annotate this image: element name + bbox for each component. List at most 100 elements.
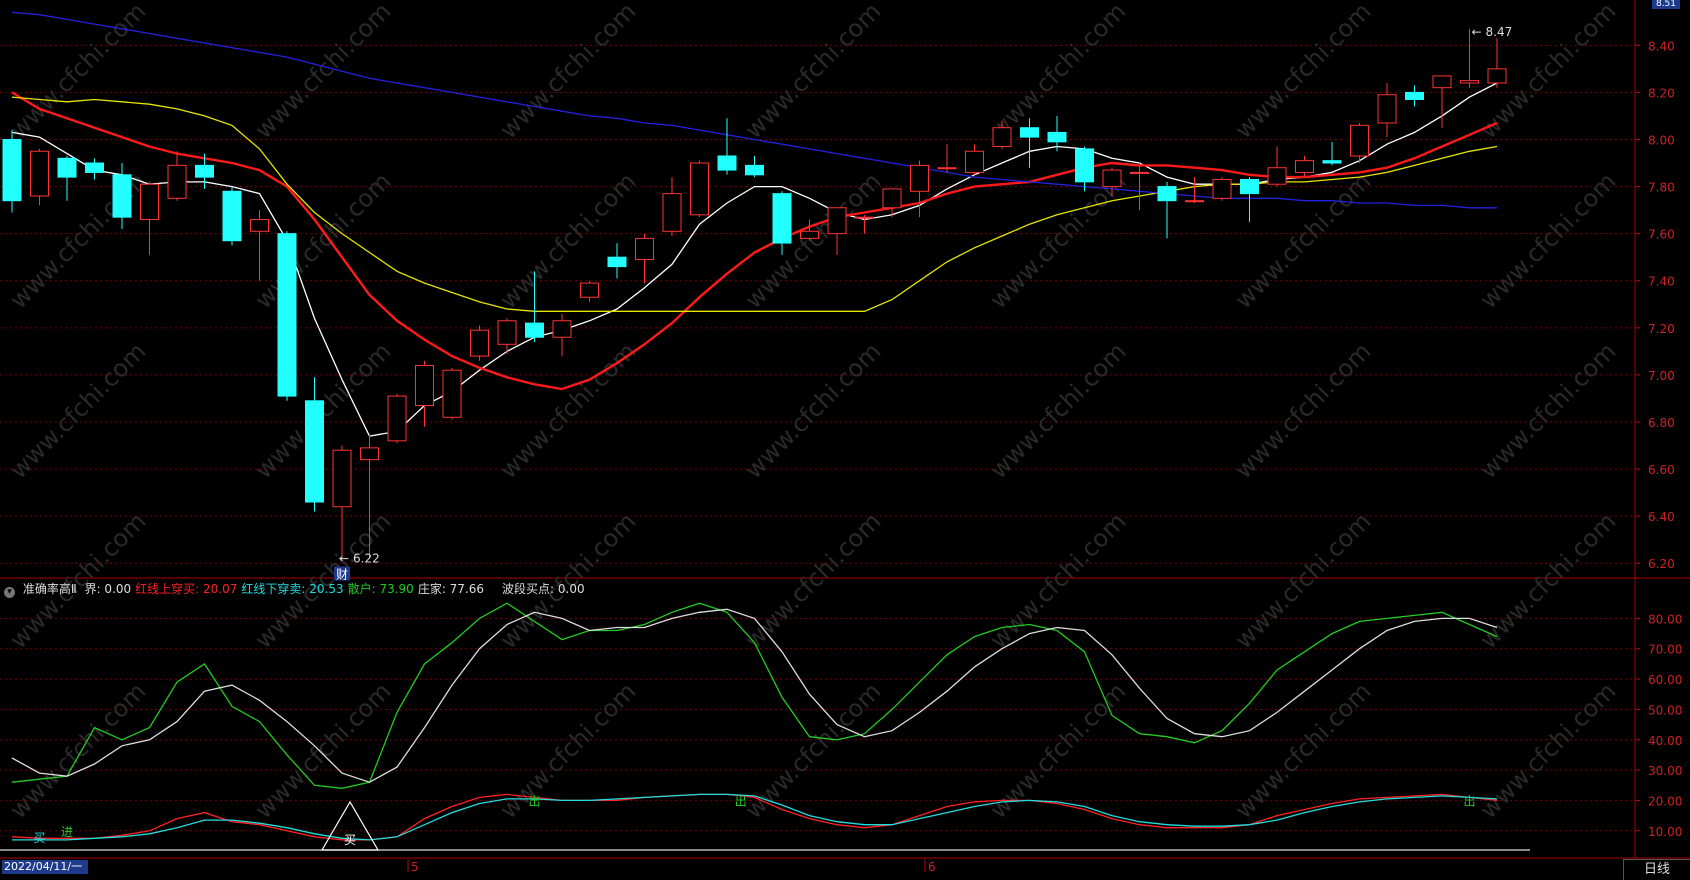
legend-item: 红线上穿买: 20.07 [135,582,238,596]
candle [277,231,297,401]
candle [1020,118,1039,168]
candle-body [965,150,984,173]
indicator-tick-label: 80.00 [1648,612,1682,626]
candle [1130,163,1149,211]
candle [800,219,819,241]
indicator-tick-label: 50.00 [1648,703,1682,717]
candle [167,151,187,201]
candle [827,207,847,255]
signal-label: 进 [61,825,73,839]
candle-body [1102,169,1122,188]
price-tick-label: 6.80 [1648,416,1675,430]
candle [525,271,544,342]
candle [1047,115,1067,152]
candle-body [332,449,352,508]
candle-body [855,216,874,219]
watermark-text: www.cfchi.com [739,167,886,314]
candle [85,158,104,180]
candle [470,325,489,361]
candle [552,313,572,357]
candle-body [112,174,132,218]
period-button[interactable]: 日线 [1623,859,1690,880]
candle-body [85,162,104,173]
candle-body [1212,179,1232,199]
low-label: 6.22 [353,552,380,566]
candle-body [1377,94,1397,124]
candle [772,191,792,255]
ma-line-1 [11,91,1498,391]
indicator-legend: ▾ 准确率高Ⅱ 界: 0.00 红线上穿买: 20.07 红线下穿卖: 20.53 散… [4,580,593,598]
candle-body [387,395,407,442]
candle-body [1350,124,1369,157]
candle [992,120,1012,149]
candle-body [442,369,462,418]
candle [2,130,22,213]
watermark-text: www.cfchi.com [494,337,641,484]
indicator-line-3 [12,793,1498,841]
candle [635,233,654,284]
candle-body [910,164,929,192]
indicator-title: 准确率高Ⅱ [22,582,77,596]
buy-marker-label: 买 [344,833,356,847]
watermark-text: www.cfchi.com [249,0,396,144]
candle-body [1130,171,1149,174]
candle [1075,146,1094,192]
candle [140,181,159,255]
candle-body [992,127,1012,148]
candle-body [1075,148,1094,183]
watermark-text: www.cfchi.com [249,677,396,824]
indicator-tick-label: 70.00 [1648,643,1682,657]
candle-body [662,193,682,232]
low-arrow: ← [339,552,349,566]
candle [1350,123,1369,164]
candle [442,367,462,420]
candle [690,160,709,218]
signal-label: 出 [529,794,541,808]
month-label: 5 [411,860,419,874]
candle [30,148,49,206]
price-top-label: 8.51 [1652,0,1680,9]
high-arrow: ← [1472,25,1482,39]
watermark-text: www.cfchi.com [1229,507,1376,654]
watermark-text: www.cfchi.com [249,167,396,314]
candle [1185,177,1204,204]
candle-body [525,322,544,338]
candle [195,153,214,189]
candle-body [635,237,654,261]
watermark-text: www.cfchi.com [4,677,151,824]
indicator-line-1 [11,608,1498,783]
indicator-values: 界: 0.00 红线上穿买: 20.07 红线下穿卖: 20.53 散户: 73.90… [85,582,589,596]
indicator-settings-icon[interactable]: ▾ [4,587,15,598]
price-tick-label: 8.40 [1648,39,1675,53]
watermark: www.cfchi.com www.cfchi.com www.cfchi.com w… [4,0,1621,824]
candle [937,144,957,173]
indicator-lines [0,602,1530,851]
candle [1212,177,1232,201]
watermark-text: www.cfchi.com [1229,0,1376,144]
candle-body [195,164,214,178]
legend-item: 红线下穿卖: 20.53 [241,582,344,596]
candle-body [360,447,379,461]
candle [112,163,132,229]
candle [332,445,352,559]
legend-item: 散户: 73.90 [347,582,414,596]
candle-body [57,157,77,178]
watermark-text: www.cfchi.com [494,0,641,144]
candle-body [1157,186,1177,202]
candle-body [30,150,49,197]
candle [745,155,764,178]
watermark-text: www.cfchi.com [739,677,886,824]
cursor-date: 2022/04/11/一 [2,860,88,874]
indicator-tick-label: 30.00 [1648,764,1682,778]
candle-body [2,138,22,202]
price-tick-label: 7.60 [1648,228,1675,242]
candle [1487,38,1507,88]
candle-body [1432,75,1452,89]
candle-body [800,230,819,239]
price-tick-label: 6.20 [1648,557,1675,571]
watermark-text: www.cfchi.com [1474,507,1621,654]
low-marker-bg [334,566,350,581]
watermark-text: www.cfchi.com [739,337,886,484]
